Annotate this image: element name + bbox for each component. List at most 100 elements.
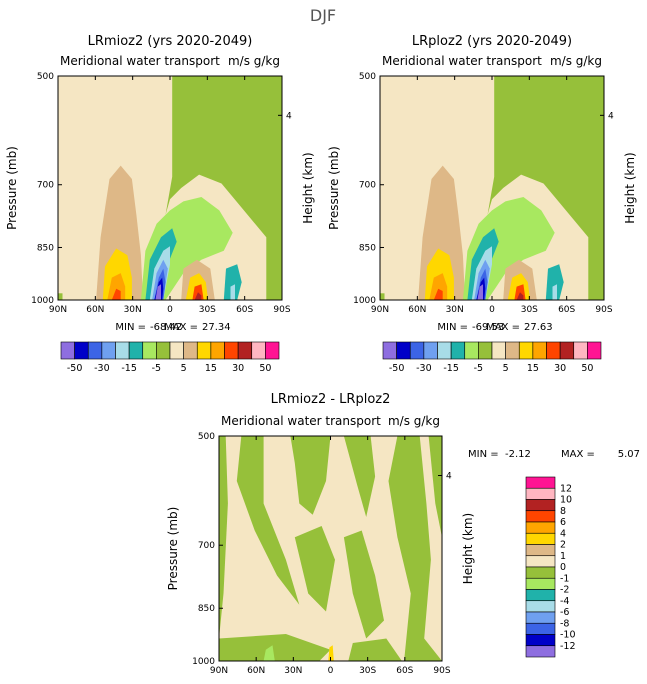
colorbar-swatch <box>525 510 556 523</box>
colorbar-swatch <box>169 341 184 360</box>
y-tick-label: 700 <box>359 181 376 191</box>
colorbar-swatch <box>587 341 602 360</box>
contour-region-z0 <box>348 638 402 661</box>
contour-region-z0 <box>165 76 282 300</box>
contour-region-z0 <box>343 530 384 639</box>
y-axis-label: Pressure (mb) <box>327 146 341 230</box>
colorbar-horizontal-1: -50 -30 -15 -5 5 15 30 50 <box>60 341 280 374</box>
y-tick-label: 850 <box>37 243 54 253</box>
colorbar-swatch <box>525 622 556 635</box>
colorbar-label: 50 <box>259 363 271 374</box>
x-tick-label: 60N <box>408 305 426 315</box>
colorbar-label: 30 <box>554 363 566 374</box>
contour-region-n1 <box>263 645 275 661</box>
panel-units: m/s g/kg <box>388 414 440 428</box>
colorbar-label: 50 <box>581 363 593 374</box>
contour-region-z0 <box>219 634 331 661</box>
colorbar-label: -30 <box>94 363 110 374</box>
y-tick-label: 700 <box>37 181 54 191</box>
colorbar-swatch <box>183 341 198 360</box>
max-label: MAX = <box>164 322 198 333</box>
contour-region-z0 <box>388 436 442 661</box>
colorbar-swatch <box>525 577 556 590</box>
max-label: MAX = <box>561 449 595 460</box>
colorbar-swatch <box>525 634 556 647</box>
colorbar-label: 10 <box>560 495 572 506</box>
colorbar-label: -6 <box>560 607 569 618</box>
colorbar-swatch <box>196 341 212 360</box>
y-tick-label: 1000 <box>31 296 54 306</box>
y-tick-label: 1000 <box>192 657 215 667</box>
right-axis-label: Height (km) <box>461 513 475 584</box>
colorbar-swatch <box>525 611 556 624</box>
max-value: 5.07 <box>618 449 640 460</box>
colorbar-label: -1 <box>560 573 569 584</box>
colorbar-swatch <box>525 555 556 568</box>
y-tick-label: 500 <box>359 72 376 82</box>
min-value: -2.12 <box>505 449 531 460</box>
min-value: -69.53 <box>472 322 504 333</box>
contour-region-n2 <box>223 264 242 300</box>
panel-title: LRmioz2 - LRploz2 <box>271 392 391 407</box>
colorbar-swatch <box>382 341 397 360</box>
contour-region-p4 <box>328 645 334 661</box>
colorbar-swatch <box>396 341 411 360</box>
x-tick-label: 90S <box>595 305 612 315</box>
contour-region-p8 <box>433 288 443 300</box>
colorbar-swatch <box>128 341 144 360</box>
x-tick-label: 90N <box>210 666 228 676</box>
y-axis-label: Pressure (mb) <box>166 507 180 591</box>
colorbar-label: 2 <box>560 540 566 551</box>
colorbar-swatch <box>224 341 239 360</box>
colorbar-label: -4 <box>560 596 569 607</box>
colorbar-swatch <box>265 341 280 360</box>
min-value: -68.42 <box>150 322 182 333</box>
x-tick-label: 30S <box>199 305 216 315</box>
colorbar-swatch <box>142 341 157 360</box>
colorbar-label: 5 <box>181 363 187 374</box>
min-label: MIN = <box>437 322 468 333</box>
panel-subtitle: Meridional water transport <box>60 54 220 68</box>
colorbar-swatch <box>409 341 425 360</box>
contour-region-n12 <box>477 284 483 300</box>
colorbar-label: 15 <box>205 363 217 374</box>
panel-subtitle: Meridional water transport <box>221 414 381 428</box>
x-tick-label: 60S <box>396 666 413 676</box>
colorbar-label: -50 <box>67 363 83 374</box>
colorbar-label: 12 <box>560 483 572 494</box>
contour-region-z0 <box>294 526 335 612</box>
panel-1: LRmioz2 (yrs 2020-2049) Meridional water … <box>5 34 315 333</box>
colorbar-label: 0 <box>560 562 566 573</box>
colorbar-swatch <box>87 341 103 360</box>
panel-2: LRploz2 (yrs 2020-2049) Meridional water … <box>327 34 637 333</box>
colorbar-swatch <box>518 341 534 360</box>
x-tick-label: 30S <box>521 305 538 315</box>
contour-region-p10 <box>194 292 202 300</box>
colorbar-swatch <box>525 499 556 512</box>
x-tick-label: 0 <box>167 305 173 315</box>
x-tick-label: 0 <box>328 666 334 676</box>
x-tick-label: 30N <box>284 666 302 676</box>
colorbar-label: 1 <box>560 551 566 562</box>
y-tick-label: 500 <box>198 432 215 442</box>
y-tick-label: 700 <box>198 541 215 551</box>
panel-units: m/s g/kg <box>550 54 602 68</box>
right-tick-label: 4 <box>608 111 614 121</box>
contour-fills <box>58 76 282 300</box>
colorbar-swatch <box>156 341 171 360</box>
colorbar-swatch <box>60 341 75 360</box>
colorbar-swatch <box>525 589 556 602</box>
figure-title: DJF <box>310 6 336 25</box>
colorbar-label: 8 <box>560 506 566 517</box>
colorbar-swatch <box>525 487 556 500</box>
colorbar-swatch <box>525 645 556 658</box>
contour-fills <box>219 436 442 661</box>
contour-region-z0 <box>236 436 300 605</box>
panel-title: LRmioz2 (yrs 2020-2049) <box>88 34 253 49</box>
contour-region-z0 <box>343 436 376 517</box>
y-tick-label: 850 <box>198 604 215 614</box>
x-tick-label: 60S <box>236 305 253 315</box>
y-tick-label: 850 <box>359 243 376 253</box>
colorbar-swatch <box>464 341 479 360</box>
contour-fills <box>380 76 604 300</box>
